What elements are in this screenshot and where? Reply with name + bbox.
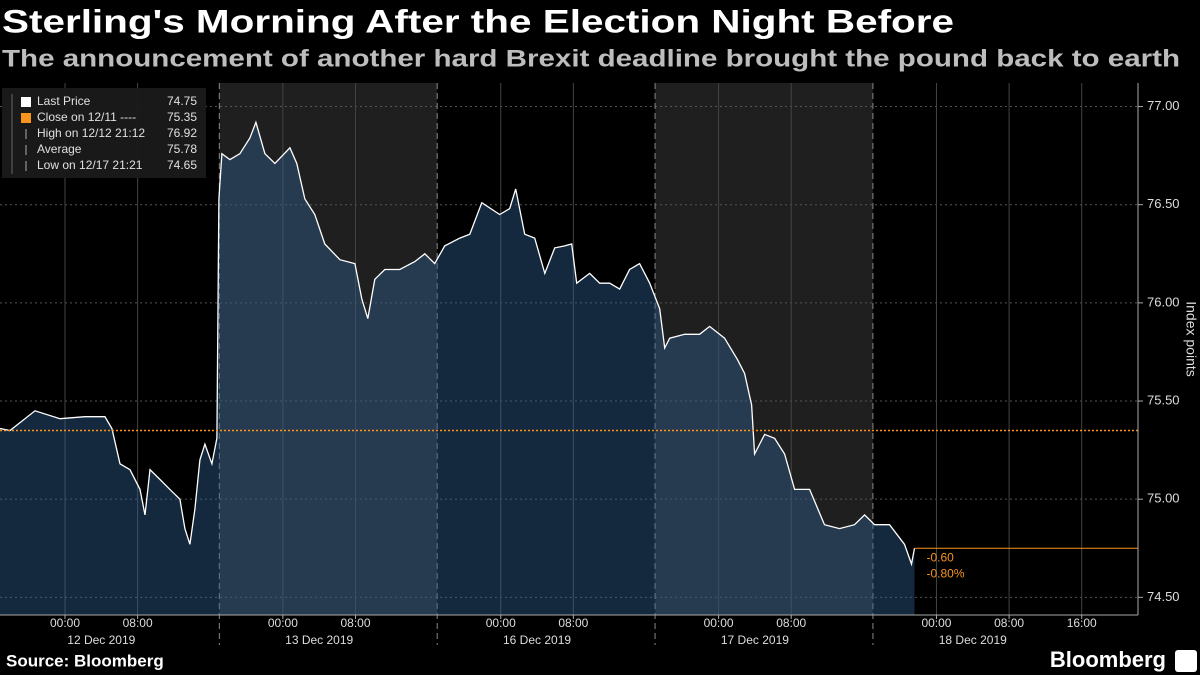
date-label: 12 Dec 2019 [67,633,135,647]
legend-value: 75.78 [167,142,197,156]
date-label: 18 Dec 2019 [939,633,1007,647]
x-tick-label: 08:00 [340,616,370,630]
change-label: -0.60 [927,550,955,564]
brand-icon [1175,650,1197,672]
source: Source: Bloomberg [6,651,164,670]
legend-swatch [21,113,31,123]
legend: Last Price 74.75 Close on 12/11 ---- 75.35 H… [2,88,206,178]
plot-area: 74.50 75.00 75.50 76.00 76.50 77.00 -0.60 -0.80… [0,83,1180,645]
y-tick-label: 75.50 [1147,392,1180,407]
legend-label: Last Price [37,94,91,108]
date-label: 16 Dec 2019 [503,633,571,647]
legend-label: Low on 12/17 21:21 [37,158,143,172]
area [0,122,915,616]
y-axis-label: Index points [1183,301,1199,377]
legend-swatch [21,97,31,107]
legend-label: Close on 12/11 ---- [37,110,136,124]
y-tick-label: 76.00 [1147,294,1180,309]
legend-value: 76.92 [167,126,197,140]
x-tick-label: 08:00 [994,616,1024,630]
x-tick-label: 08:00 [558,616,588,630]
chart-title: Sterling's Morning After the Election Ni… [2,3,954,39]
legend-label: Average [37,142,82,156]
y-tick-label: 76.50 [1147,196,1180,211]
legend-value: 75.35 [167,110,197,124]
y-tick-label: 75.00 [1147,491,1180,506]
legend-label: High on 12/12 21:12 [37,126,145,140]
x-tick-label: 00:00 [921,616,951,630]
change-label: -0.80% [927,566,965,580]
chart-subtitle: The announcement of another hard Brexit … [2,45,1180,72]
y-tick-label: 74.50 [1147,589,1180,604]
x-tick-label: 00:00 [50,616,80,630]
x-tick-label: 08:00 [776,616,806,630]
session-shade [655,83,873,615]
date-label: 17 Dec 2019 [721,633,789,647]
brand: Bloomberg [1050,647,1166,672]
date-label: 13 Dec 2019 [285,633,353,647]
x-tick-label: 00:00 [486,616,516,630]
x-tick-label: 08:00 [123,616,153,630]
y-tick-label: 77.00 [1147,98,1180,113]
line [0,120,916,567]
x-tick-label: 00:00 [704,616,734,630]
legend-value: 74.65 [167,158,197,172]
legend-value: 74.75 [167,94,197,108]
x-tick-label: 00:00 [268,616,298,630]
session-shade [219,83,438,615]
legend-box [2,88,206,178]
x-tick-label: 16:00 [1067,616,1097,630]
